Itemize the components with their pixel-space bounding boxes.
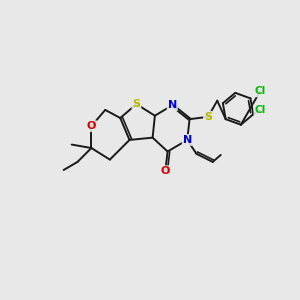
Text: S: S	[204, 112, 212, 122]
Text: Cl: Cl	[254, 105, 266, 115]
Text: O: O	[87, 121, 96, 131]
Text: N: N	[183, 135, 192, 145]
Text: N: N	[168, 100, 177, 110]
Text: O: O	[160, 166, 170, 176]
Text: Cl: Cl	[254, 86, 266, 96]
Text: S: S	[132, 99, 140, 109]
